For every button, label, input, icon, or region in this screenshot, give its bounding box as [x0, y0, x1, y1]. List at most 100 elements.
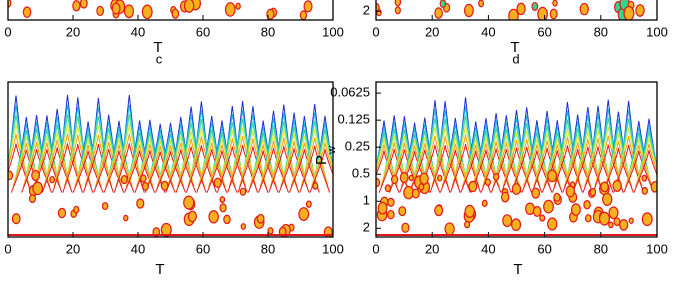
contour-line: [315, 122, 333, 169]
contour-line: [314, 129, 333, 175]
contour-line: [441, 143, 470, 187]
contour-blob: [589, 187, 597, 197]
contour-blob: [484, 178, 491, 187]
contour-line: [155, 151, 186, 193]
contour-line: [202, 122, 221, 169]
contour-line: [185, 145, 217, 193]
contour-blob: [553, 192, 561, 202]
contour-line: [385, 121, 404, 169]
contour-line: [604, 140, 633, 187]
contour-line: [94, 141, 123, 187]
contour-line: [614, 136, 643, 187]
contour-line: [258, 147, 289, 193]
contour-line: [22, 142, 51, 187]
contour-blob: [543, 199, 554, 214]
y-tick-label: 2: [363, 3, 370, 18]
contour-line: [635, 143, 657, 187]
contour-blob: [584, 214, 592, 223]
contour-line: [84, 134, 113, 187]
contour-line: [429, 144, 461, 193]
plot-frame: [375, 81, 658, 238]
contour-line: [27, 121, 46, 169]
contour-blob: [608, 221, 614, 229]
contour-blob: [8, 170, 14, 181]
contour-line: [537, 118, 557, 169]
x-tick-label: 80: [594, 24, 608, 39]
contour-line: [269, 137, 298, 187]
contour-line: [613, 144, 645, 193]
x-tick-label: 60: [537, 24, 551, 39]
x-tick-label: 0: [4, 241, 11, 256]
x-axis-label: T: [510, 39, 519, 56]
contour-line: [288, 149, 320, 193]
contour-line: [206, 150, 238, 193]
contour-line: [209, 138, 235, 181]
contour-line: [300, 137, 329, 187]
contour-line: [436, 109, 455, 169]
contour-blob: [531, 187, 541, 199]
contour-blob: [11, 213, 21, 225]
contour-blob: [96, 5, 105, 17]
contour-blob: [547, 217, 558, 231]
contour-line: [77, 133, 99, 175]
contour-blob: [463, 3, 474, 18]
contour-line: [268, 145, 300, 193]
contour-line: [89, 107, 108, 169]
contour-line: [8, 124, 29, 181]
contour-blob: [79, 0, 88, 9]
contour-blob: [532, 206, 542, 217]
contour-blob: [140, 174, 147, 183]
contour-line: [52, 143, 83, 193]
plot-area: [8, 94, 333, 237]
contour-line: [533, 140, 561, 187]
contour-line: [480, 148, 512, 193]
contour-line: [124, 150, 156, 193]
contour-blob: [387, 197, 395, 207]
contour-line: [187, 136, 216, 187]
contour-blob: [418, 183, 425, 191]
y-tick-label: 0.5: [352, 166, 370, 181]
contour-blob: [224, 2, 236, 17]
contour-line: [512, 138, 541, 187]
contour-blob: [312, 182, 319, 190]
contour-line: [482, 141, 510, 187]
contour-blob: [613, 217, 621, 227]
contour-line: [247, 150, 279, 193]
contour-blob: [187, 210, 198, 223]
contour-line: [450, 143, 482, 193]
y-tick-label: 0.25: [345, 139, 370, 154]
contour-line: [113, 143, 145, 193]
contour-line: [487, 120, 506, 169]
contour-blob: [468, 180, 478, 193]
contour-line: [74, 144, 102, 187]
x-tick-label: 0: [372, 24, 379, 39]
contour-line: [544, 138, 570, 181]
contour-line: [175, 146, 207, 193]
contour-blob: [641, 186, 648, 195]
contour-line: [12, 143, 41, 187]
y-axis-label-subscript: w: [326, 146, 338, 155]
contour-line: [472, 143, 500, 187]
contour-blob: [436, 174, 443, 182]
x-tick-label: 100: [322, 241, 344, 256]
contour-blob: [619, 219, 629, 231]
contour-line: [566, 128, 589, 175]
contour-blob: [267, 227, 274, 235]
contour-blob: [570, 203, 581, 216]
contour-blob: [239, 187, 247, 196]
contour-line: [274, 112, 293, 169]
contour-blob: [398, 206, 407, 217]
contour-blob: [120, 175, 128, 185]
contour-line: [17, 123, 36, 169]
contour-blob: [628, 217, 634, 224]
x-axis-label-subscript: d: [512, 51, 519, 66]
plot-area: [376, 97, 657, 236]
panel: 0 20 40 60 80 100 T: [4, 81, 344, 278]
contour-line: [299, 145, 331, 193]
contour-blob: [641, 174, 648, 182]
contour-line: [376, 144, 398, 187]
contour-blob: [635, 4, 645, 17]
x-tick-label: 40: [481, 241, 495, 256]
contour-line: [259, 140, 288, 187]
contour-line: [461, 144, 490, 187]
